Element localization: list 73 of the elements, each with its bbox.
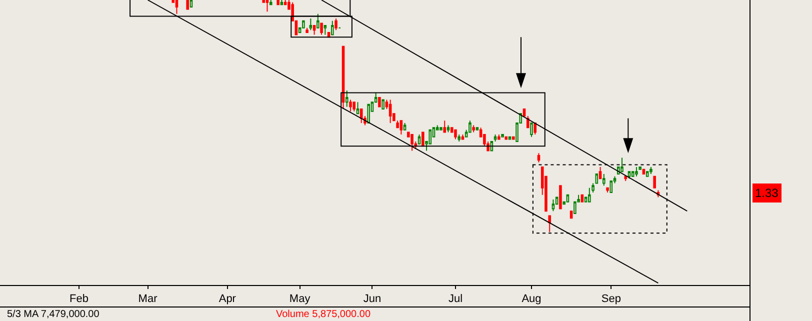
- candlestick: [595, 174, 598, 184]
- x-tick-label: May: [289, 293, 311, 306]
- candlestick: [410, 134, 414, 152]
- x-tick-label: Jun: [363, 293, 382, 306]
- candlestick: [309, 18, 312, 31]
- candlestick: [352, 102, 356, 112]
- candlestick: [345, 90, 348, 108]
- candlestick: [276, 0, 280, 6]
- candlestick: [186, 0, 189, 10]
- candlestick: [498, 134, 500, 140]
- candlestick: [349, 99, 352, 112]
- candlestick: [570, 210, 573, 219]
- candlestick: [494, 134, 497, 142]
- candlestick: [650, 166, 652, 174]
- candlestick: [175, 0, 178, 14]
- candlestick: [606, 187, 609, 194]
- candlestick: [588, 187, 591, 202]
- candlestick: [312, 25, 316, 36]
- candlestick: [443, 120, 446, 133]
- candlestick: [628, 171, 631, 180]
- candlestick: [388, 99, 392, 124]
- text: 1.33: [755, 186, 779, 200]
- candlestick: [400, 120, 403, 136]
- candlestick: [324, 25, 327, 36]
- candlestick: [458, 134, 460, 142]
- candlestick: [306, 27, 308, 33]
- text: 5/3 MA 7,479,000.00: [7, 309, 100, 320]
- candlestick: [624, 176, 628, 182]
- candlestick: [530, 122, 533, 138]
- candlestick: [537, 152, 540, 163]
- candlestick: [566, 194, 570, 202]
- candlestick: [635, 166, 638, 177]
- candlestick: [418, 134, 421, 144]
- candlestick: [631, 171, 634, 177]
- candlestick: [382, 99, 384, 110]
- candlestick: [440, 127, 442, 130]
- x-tick-label: Aug: [522, 293, 542, 306]
- candlestick: [548, 215, 551, 232]
- candlestick: [559, 185, 562, 210]
- x-tick-label: Mar: [138, 293, 158, 306]
- candlestick: [620, 157, 624, 172]
- candlestick: [316, 13, 320, 28]
- text: Volume 5,875,000.00: [276, 309, 371, 320]
- candlestick: [403, 122, 406, 130]
- candlestick: [461, 134, 464, 140]
- candlestick: [501, 134, 504, 138]
- candlestick: [454, 129, 457, 140]
- candlestick: [331, 20, 334, 36]
- candlestick: [342, 46, 345, 110]
- candlestick: [552, 199, 555, 212]
- x-tick-label: Jul: [448, 293, 463, 306]
- candlestick: [512, 136, 515, 140]
- candlestick: [446, 124, 450, 133]
- candlestick: [378, 96, 381, 108]
- candlestick: [598, 166, 602, 180]
- candlestick: [534, 122, 537, 136]
- candlestick: [422, 132, 424, 147]
- candlestick: [356, 102, 360, 114]
- x-tick-label: Apr: [218, 293, 236, 306]
- candlestick: [602, 174, 606, 186]
- candlestick: [653, 176, 656, 188]
- candlestick: [360, 108, 363, 124]
- x-tick-label: Sep: [601, 293, 621, 306]
- candlestick: [266, 0, 269, 12]
- candlestick: [580, 194, 584, 202]
- candlestick: [334, 18, 338, 31]
- candlestick: [367, 104, 370, 124]
- x-tick-label: Feb: [70, 293, 88, 306]
- candlestick: [320, 22, 323, 36]
- candlestick: [476, 127, 479, 130]
- candlestick: [526, 116, 530, 128]
- candlestick: [646, 171, 649, 177]
- candlestick: [472, 124, 475, 133]
